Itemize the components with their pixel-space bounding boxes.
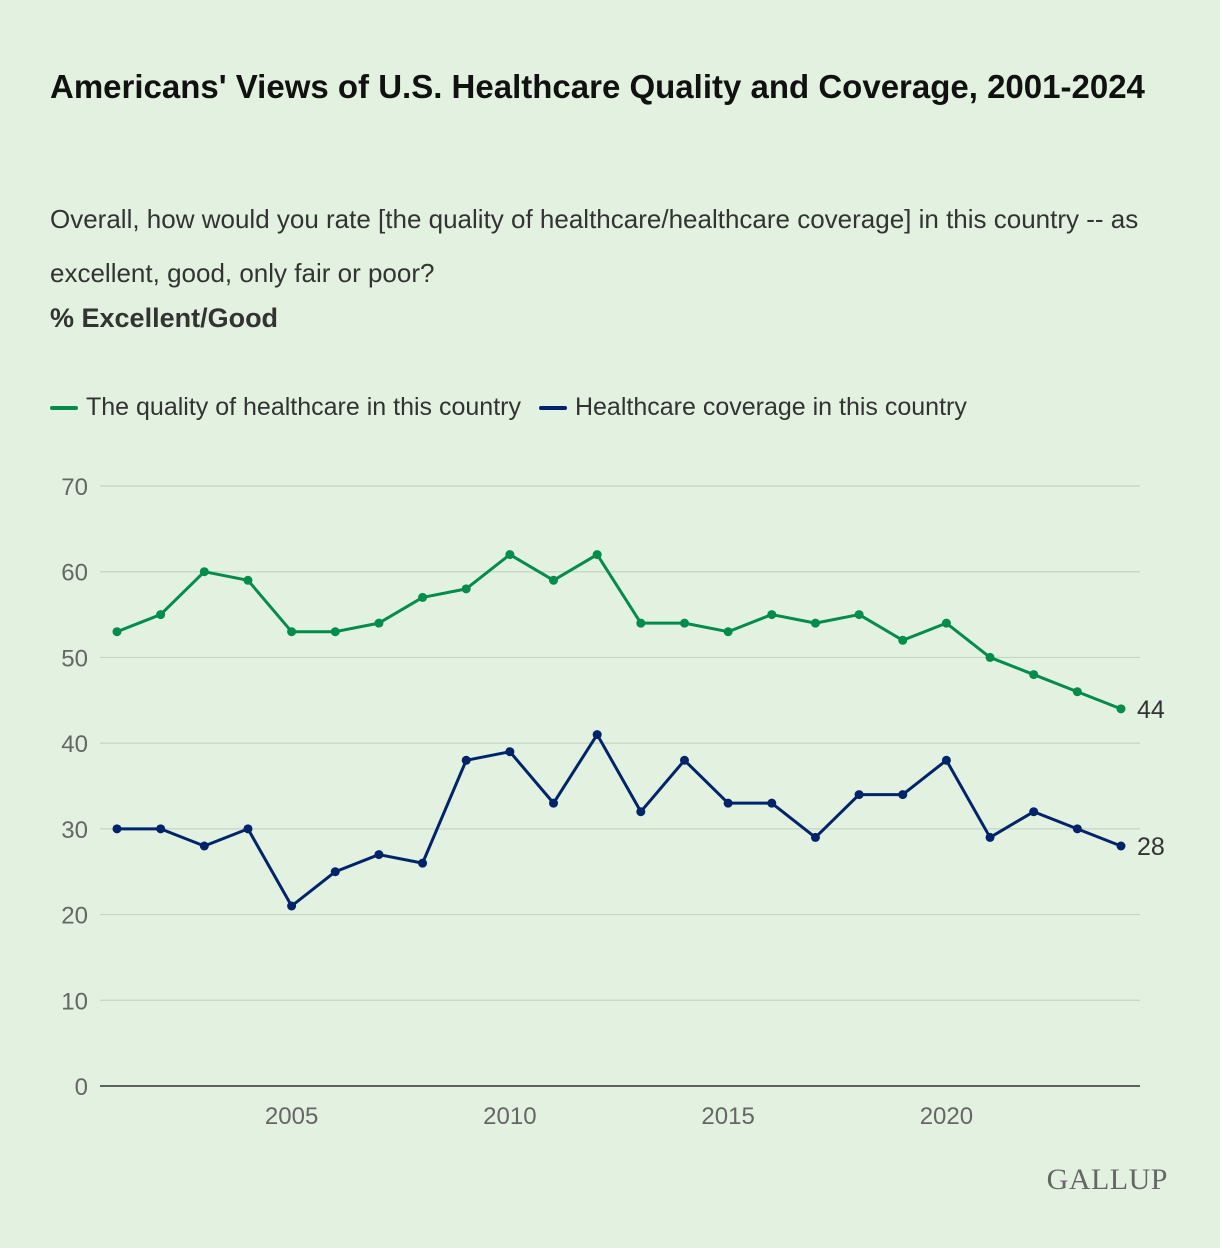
data-point <box>330 627 340 637</box>
x-tick-label: 2005 <box>265 1103 318 1130</box>
data-point <box>374 850 384 860</box>
y-tick-label: 50 <box>61 645 88 672</box>
data-point <box>1116 704 1126 714</box>
data-point <box>767 610 777 620</box>
end-label: 44 <box>1137 696 1165 724</box>
y-tick-label: 10 <box>61 988 88 1015</box>
x-tick-label: 2010 <box>483 1103 536 1130</box>
data-point <box>679 755 689 765</box>
data-point <box>199 567 209 577</box>
data-point <box>767 798 777 808</box>
y-tick-label: 20 <box>61 903 88 930</box>
y-tick-label: 60 <box>61 560 88 587</box>
data-point <box>156 824 166 834</box>
series-line-1 <box>117 733 1122 908</box>
data-point <box>636 618 646 628</box>
data-point <box>854 610 864 620</box>
data-point <box>679 618 689 628</box>
data-point <box>505 747 515 757</box>
data-point <box>287 627 297 637</box>
data-point <box>461 755 471 765</box>
data-point <box>374 618 384 628</box>
data-point <box>636 807 646 817</box>
data-point <box>1072 687 1082 697</box>
data-point <box>549 575 559 585</box>
data-point <box>156 610 166 620</box>
y-tick-label: 70 <box>61 474 88 501</box>
measure-label: % Excellent/Good <box>50 303 279 333</box>
y-tick-label: 30 <box>61 817 88 844</box>
data-point <box>418 858 428 868</box>
data-point <box>505 550 515 560</box>
data-point <box>592 550 602 560</box>
gallup-logo: GALLUP <box>1046 1163 1168 1196</box>
data-point <box>1029 807 1039 817</box>
data-point <box>810 618 820 628</box>
data-point <box>810 832 820 842</box>
series-line-0 <box>116 553 1122 711</box>
data-point <box>112 627 122 637</box>
y-tick-label: 40 <box>61 731 88 758</box>
data-point <box>898 635 908 645</box>
legend-item-coverage: Healthcare coverage in this country <box>538 393 967 422</box>
data-point <box>461 584 471 594</box>
legend-item-quality: The quality of healthcare in this countr… <box>50 393 521 422</box>
x-tick-label: 2020 <box>920 1103 973 1130</box>
data-point <box>592 730 602 740</box>
data-point <box>243 824 253 834</box>
data-point <box>1116 841 1126 851</box>
legend-label: Healthcare coverage in this country <box>574 393 967 421</box>
data-point <box>112 824 122 834</box>
legend: The quality of healthcare in this countr… <box>50 393 967 422</box>
data-point <box>1072 824 1082 834</box>
chart-subtitle: Overall, how would you rate [the quality… <box>50 204 1139 288</box>
chart-title: Americans' Views of U.S. Healthcare Qual… <box>50 68 1145 105</box>
data-point <box>243 575 253 585</box>
data-point <box>898 790 908 800</box>
data-point <box>985 652 995 662</box>
data-point <box>330 867 340 877</box>
legend-swatch-quality <box>50 405 78 410</box>
data-point <box>199 841 209 851</box>
x-tick-label: 2015 <box>701 1103 754 1130</box>
end-label: 28 <box>1137 833 1165 861</box>
data-point <box>1029 670 1039 680</box>
data-point <box>941 755 951 765</box>
legend-label: The quality of healthcare in this countr… <box>86 393 521 421</box>
data-point <box>723 798 733 808</box>
data-point <box>985 832 995 842</box>
data-point <box>941 618 951 628</box>
y-tick-label: 0 <box>75 1074 88 1101</box>
data-point <box>854 790 864 800</box>
legend-swatch-coverage <box>538 405 567 410</box>
data-point <box>549 798 559 808</box>
data-point <box>287 901 297 911</box>
data-point <box>418 592 428 602</box>
data-point <box>723 627 733 637</box>
